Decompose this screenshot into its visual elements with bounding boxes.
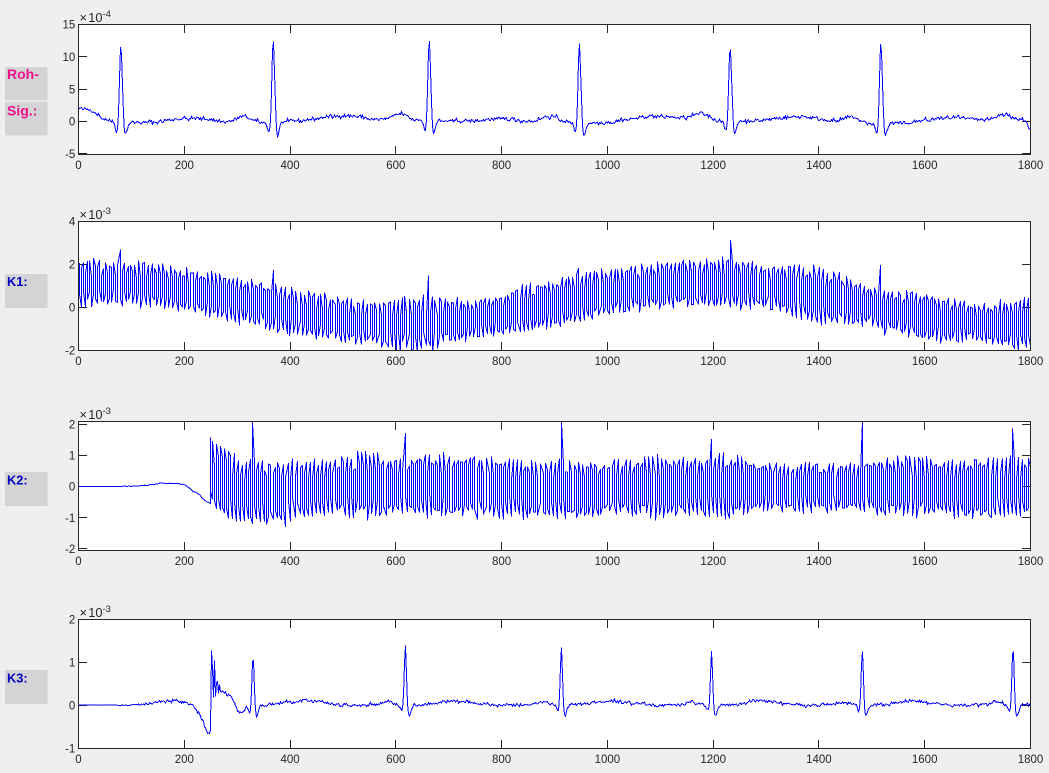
svg-text:1600: 1600 [912, 754, 938, 766]
svg-text:200: 200 [175, 754, 194, 766]
svg-text:1: 1 [69, 451, 75, 463]
svg-text:-2: -2 [65, 544, 75, 556]
svg-text:0: 0 [75, 356, 81, 368]
svg-text:0: 0 [75, 160, 81, 172]
svg-text:400: 400 [281, 356, 300, 368]
svg-text:1400: 1400 [806, 356, 832, 368]
svg-text:600: 600 [386, 556, 405, 568]
svg-text:1200: 1200 [700, 160, 726, 172]
svg-text:1600: 1600 [912, 356, 938, 368]
svg-text:1000: 1000 [595, 356, 621, 368]
svg-text:10: 10 [63, 52, 76, 64]
svg-text:400: 400 [281, 754, 300, 766]
svg-text:1600: 1600 [912, 556, 938, 568]
svg-text:1600: 1600 [912, 160, 938, 172]
svg-text:0: 0 [69, 482, 75, 494]
svg-text:K3:: K3: [7, 671, 28, 686]
svg-text:1200: 1200 [700, 754, 726, 766]
svg-text:1400: 1400 [806, 160, 832, 172]
svg-text:1800: 1800 [1018, 356, 1044, 368]
svg-text:800: 800 [492, 356, 511, 368]
svg-text:200: 200 [175, 356, 194, 368]
svg-text:0: 0 [69, 117, 75, 129]
svg-text:800: 800 [492, 754, 511, 766]
svg-text:K2:: K2: [7, 472, 28, 487]
svg-text:400: 400 [281, 556, 300, 568]
svg-text:15: 15 [63, 20, 76, 32]
svg-text:1400: 1400 [806, 556, 832, 568]
svg-text:Roh-: Roh- [7, 66, 39, 82]
svg-text:-5: -5 [65, 149, 75, 161]
svg-text:2: 2 [69, 614, 75, 626]
svg-text:800: 800 [492, 556, 511, 568]
svg-text:1200: 1200 [700, 556, 726, 568]
svg-text:2: 2 [69, 419, 75, 431]
svg-text:1000: 1000 [595, 160, 621, 172]
svg-text:1000: 1000 [595, 754, 621, 766]
svg-text:1400: 1400 [806, 754, 832, 766]
svg-text:1: 1 [69, 657, 75, 669]
svg-text:-1: -1 [65, 513, 75, 525]
svg-text:2: 2 [69, 259, 75, 271]
svg-text:400: 400 [281, 160, 300, 172]
svg-text:5: 5 [69, 84, 75, 96]
svg-text:200: 200 [175, 556, 194, 568]
svg-text:600: 600 [386, 754, 405, 766]
svg-text:K1:: K1: [7, 274, 28, 289]
svg-text:0: 0 [75, 754, 81, 766]
svg-text:-2: -2 [65, 346, 75, 358]
svg-text:800: 800 [492, 160, 511, 172]
svg-text:1800: 1800 [1018, 160, 1044, 172]
svg-text:Sig.:: Sig.: [7, 103, 37, 119]
svg-text:1800: 1800 [1018, 556, 1044, 568]
svg-text:1200: 1200 [700, 356, 726, 368]
svg-text:200: 200 [175, 160, 194, 172]
svg-text:0: 0 [69, 700, 75, 712]
svg-text:-1: -1 [65, 743, 75, 755]
svg-text:1800: 1800 [1018, 754, 1044, 766]
svg-text:600: 600 [386, 160, 405, 172]
svg-text:0: 0 [75, 556, 81, 568]
svg-text:600: 600 [386, 356, 405, 368]
svg-text:1000: 1000 [595, 556, 621, 568]
svg-text:0: 0 [69, 303, 75, 315]
svg-text:4: 4 [69, 216, 76, 228]
